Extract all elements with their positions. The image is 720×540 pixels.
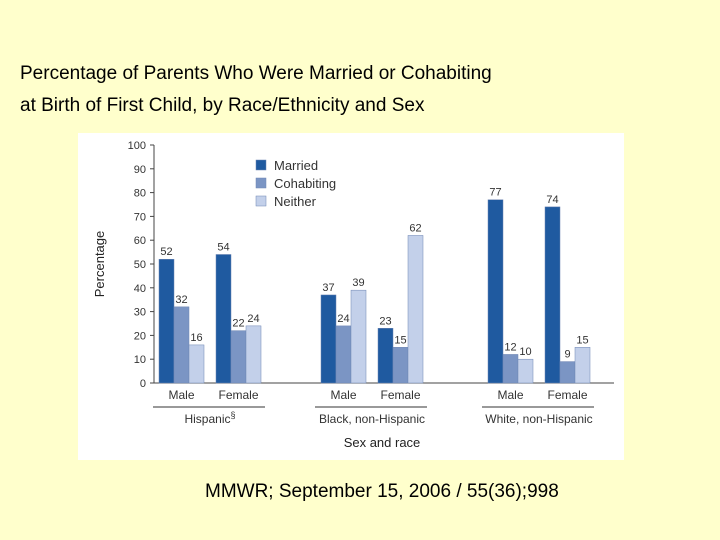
y-tick-label: 0 [140,378,146,390]
bar-cohabiting [335,325,352,384]
bar-value-label: 15 [576,334,588,346]
bar-neither [517,358,534,384]
bar-cohabiting [502,354,519,384]
bar-value-label: 52 [160,246,172,258]
bar-cohabiting [173,306,190,384]
slide-title-line2: at Birth of First Child, by Race/Ethnici… [20,95,425,116]
citation: MMWR; September 15, 2006 / 55(36);998 [205,481,559,502]
y-tick-label: 20 [134,330,146,342]
y-tick-label: 10 [134,354,146,366]
group-label: Hispanic§ [184,410,235,426]
x-axis-title: Sex and race [344,435,421,450]
bar-married [487,199,504,384]
bar-neither [350,289,367,384]
bar-value-label: 24 [247,313,259,325]
bar-cohabiting [230,330,247,384]
chart-panel: 0 10 20 30 40 50 60 70 80 90 100 Percentage 52 32 16 Ma… [78,133,624,460]
bar-value-label: 15 [394,334,406,346]
category-label: Male [168,388,194,402]
bar-value-label: 39 [352,277,364,289]
y-tick-label: 50 [134,259,146,271]
category-label: Male [330,388,356,402]
bar-neither [245,325,262,384]
bar-value-label: 10 [519,346,531,358]
y-tick-label: 60 [134,235,146,247]
bar-value-label: 9 [564,349,570,361]
slide-title: Percentage of Parents Who Were Married o… [20,58,680,122]
y-tick-label: 30 [134,307,146,319]
group-label: Black, non-Hispanic [319,412,425,426]
y-tick-label: 80 [134,188,146,200]
bar-value-label: 16 [190,332,202,344]
bar-value-label: 62 [409,222,421,234]
bar-value-label: 24 [337,313,349,325]
legend-swatch-married [255,159,267,171]
bar-value-label: 77 [489,187,501,199]
bar-married [544,206,561,384]
bar-value-label: 23 [379,315,391,327]
category-label: Female [547,388,587,402]
bar-married [215,254,232,384]
bar-chart: 0 10 20 30 40 50 60 70 80 90 100 Percentage 52 32 16 Ma… [92,140,614,450]
legend-label: Cohabiting [274,176,336,191]
bar-value-label: 12 [504,341,516,353]
legend-swatch-neither [255,195,267,207]
y-tick-label: 40 [134,283,146,295]
y-tick-label: 100 [128,140,146,152]
category-label: Female [218,388,258,402]
legend-swatch-cohabiting [255,177,267,189]
bar-value-label: 74 [546,194,558,206]
bar-value-label: 37 [322,282,334,294]
bar-married [158,258,175,384]
legend-label: Married [274,158,318,173]
y-tick-label: 70 [134,211,146,223]
bar-value-label: 22 [232,318,244,330]
y-tick-label: 90 [134,164,146,176]
bar-married [320,294,337,384]
bar-value-label: 54 [217,241,229,253]
category-label: Male [497,388,523,402]
y-axis-title: Percentage [92,231,107,298]
bar-neither [188,344,205,384]
bar-neither [574,347,591,384]
bar-value-label: 32 [175,294,187,306]
group-label: White, non-Hispanic [485,412,592,426]
slide-title-line1: Percentage of Parents Who Were Married o… [20,63,492,84]
category-label: Female [380,388,420,402]
bar-cohabiting [559,361,576,384]
bar-cohabiting [392,347,409,384]
legend-label: Neither [274,194,317,209]
bar-married [377,328,394,384]
bar-neither [407,235,424,384]
